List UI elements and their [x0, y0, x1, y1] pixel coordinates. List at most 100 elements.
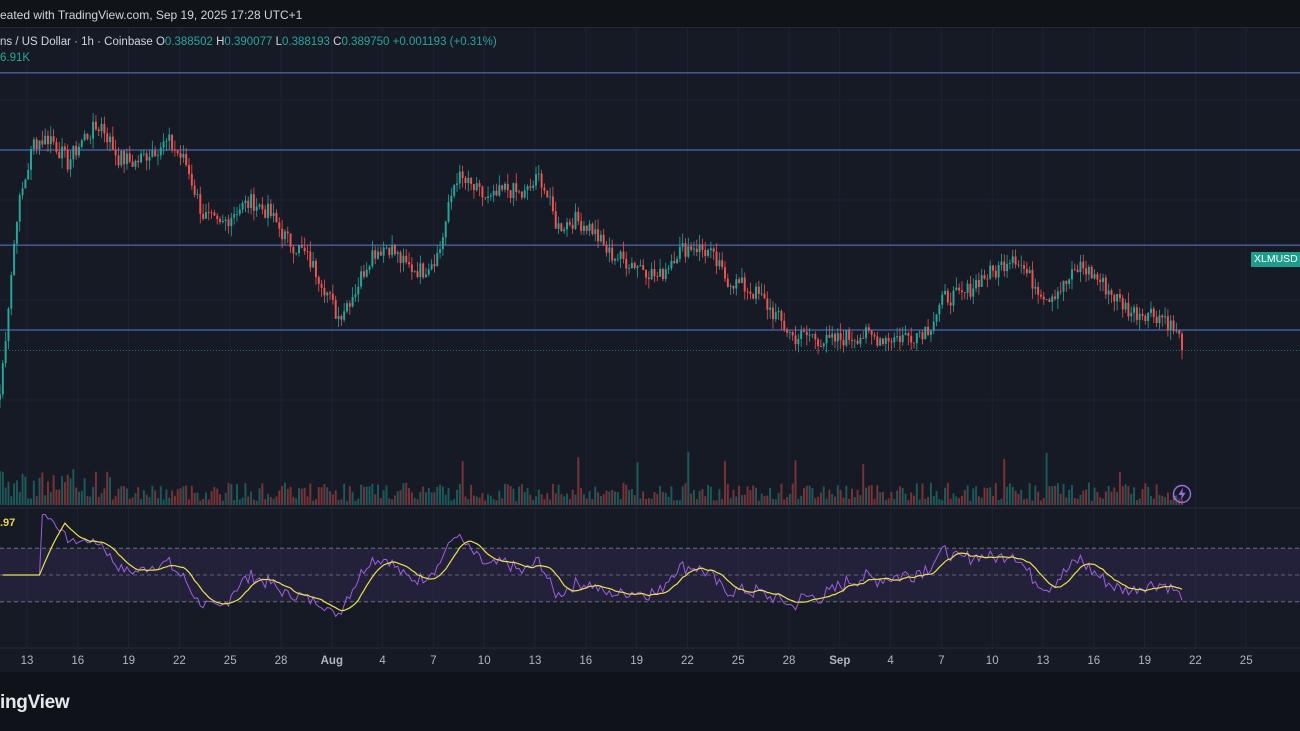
volume-bar	[848, 498, 851, 505]
volume-bar	[743, 494, 746, 505]
volume-bar	[1079, 494, 1082, 505]
volume-bar	[585, 498, 588, 505]
candle-body	[551, 196, 554, 212]
candle-body	[1110, 290, 1113, 295]
volume-bar	[109, 477, 112, 505]
candle-body	[123, 150, 126, 165]
candle-body	[145, 153, 148, 161]
candle-body	[642, 265, 645, 270]
candle-body	[252, 194, 255, 211]
chart-area[interactable]: 13 16 19 22 25 28 Aug 4 7 10 13 16 19 22 25 28 Sep 4 7 10 13…	[0, 28, 1300, 672]
volume-bar	[1034, 485, 1037, 505]
x-tick-label: 28	[783, 655, 796, 667]
candle-body	[1051, 296, 1054, 303]
volume-bar	[1158, 494, 1161, 505]
volume-bar	[1051, 486, 1054, 505]
volume-bar	[876, 485, 879, 505]
candle-body	[492, 190, 495, 196]
volume-bar	[599, 496, 602, 505]
volume-bar	[566, 493, 569, 505]
lightning-icon[interactable]	[1172, 484, 1192, 504]
volume-bar	[1169, 499, 1172, 505]
candle-body	[1048, 299, 1051, 303]
candle-body	[89, 138, 92, 140]
volume-bar	[173, 495, 176, 505]
candle-body	[49, 136, 52, 145]
candle-body	[1006, 263, 1009, 272]
candle-body	[780, 311, 783, 321]
candle-body	[298, 245, 301, 254]
x-tick-label: 22	[173, 655, 186, 667]
volume-bar	[309, 483, 312, 505]
volume-bar	[92, 486, 95, 505]
volume-bar	[732, 489, 735, 505]
volume-bar	[667, 496, 670, 505]
candle-body	[1144, 315, 1147, 321]
volume-bar	[814, 498, 817, 505]
volume-bar	[399, 490, 402, 505]
candle-body	[1166, 316, 1169, 331]
volume-bar	[185, 485, 188, 505]
candle-body	[334, 299, 337, 319]
volume-bar	[334, 490, 337, 505]
volume-bar	[252, 499, 255, 505]
volume-bar	[808, 485, 811, 505]
candle-body	[1093, 274, 1096, 279]
candle-body	[901, 334, 904, 343]
volume-bar	[1000, 498, 1003, 505]
volume-bar	[255, 500, 258, 505]
candle-body	[331, 293, 334, 300]
volume-bar	[642, 491, 645, 505]
volume-bar	[1054, 485, 1057, 505]
volume-bar	[168, 497, 171, 505]
volume-bar	[55, 489, 58, 505]
candle-body	[162, 141, 165, 148]
candle-body	[619, 251, 622, 259]
candle-body	[179, 153, 182, 158]
ohlc-legend: ns / US Dollar · 1h · Coinbase O0.388502…	[0, 36, 497, 48]
candle-body	[867, 327, 870, 331]
candle-body	[791, 332, 794, 336]
volume-bar	[836, 485, 839, 505]
volume-bar	[695, 498, 698, 505]
x-tick-label: 22	[1189, 655, 1202, 667]
volume-bar	[379, 498, 382, 505]
candle-body	[1000, 261, 1003, 266]
x-tick-label: 25	[732, 655, 745, 667]
volume-bar	[320, 487, 323, 505]
candle-body	[1133, 307, 1136, 313]
volume-bar	[35, 496, 38, 505]
volume-bar	[532, 500, 535, 505]
candle-body	[608, 247, 611, 253]
volume-bar	[117, 488, 120, 505]
candle-body	[1076, 269, 1079, 273]
volume-bar	[261, 483, 264, 505]
candle-body	[749, 291, 752, 295]
candle-body	[554, 211, 557, 229]
volume-bar	[721, 498, 724, 505]
candle-body	[721, 260, 724, 268]
volume-bar	[910, 492, 913, 505]
volume-bar	[125, 488, 128, 505]
candle-body	[148, 156, 151, 161]
candle-body	[410, 264, 413, 272]
candle-body	[814, 334, 817, 340]
volume-bar	[822, 486, 825, 505]
candle-body	[66, 150, 69, 170]
volume-bar	[46, 481, 49, 505]
candle-body	[1141, 313, 1144, 316]
volume-bar	[331, 494, 334, 505]
candle-body	[966, 283, 969, 293]
candle-body	[794, 335, 797, 345]
candle-body	[351, 297, 354, 307]
candle-body	[306, 251, 309, 252]
volume-bar	[1087, 482, 1090, 505]
volume-bar	[1039, 500, 1042, 505]
candle-body	[977, 280, 980, 287]
volume-bar	[219, 494, 222, 505]
candle-body	[10, 275, 13, 309]
candle-body	[470, 177, 473, 185]
volume-bar	[230, 484, 233, 505]
volume-bar	[89, 496, 92, 505]
candle-body	[757, 286, 760, 294]
